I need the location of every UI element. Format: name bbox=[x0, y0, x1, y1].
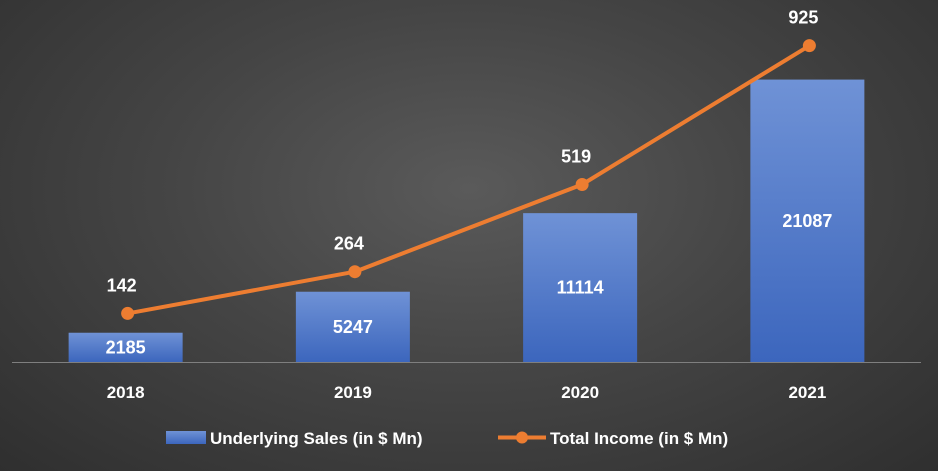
x-tick-label-2021: 2021 bbox=[788, 383, 826, 402]
x-tick-label-2019: 2019 bbox=[334, 383, 372, 402]
legend-swatch-income-marker bbox=[516, 431, 528, 444]
income-point-2018 bbox=[121, 306, 135, 320]
legend-swatch-sales bbox=[166, 431, 206, 444]
income-point-2021 bbox=[802, 39, 816, 53]
bar-2021 bbox=[750, 79, 865, 363]
x-tick-label-2018: 2018 bbox=[107, 383, 145, 402]
bar-value-label-2021: 21087 bbox=[782, 211, 832, 231]
income-value-label-2019: 264 bbox=[334, 234, 364, 254]
bar-value-label-2018: 2185 bbox=[106, 337, 146, 357]
legend-label-sales: Underlying Sales (in $ Mn) bbox=[210, 429, 423, 448]
bars-layer: 2185 5247 11114 21087 bbox=[68, 79, 865, 363]
x-tick-label-2020: 2020 bbox=[561, 383, 599, 402]
bar-value-label-2020: 11114 bbox=[557, 278, 604, 298]
bar-value-label-2019: 5247 bbox=[333, 317, 373, 337]
x-tick-labels: 2018 2019 2020 2021 bbox=[107, 383, 827, 402]
income-point-2020 bbox=[575, 178, 589, 192]
income-value-label-2020: 519 bbox=[561, 147, 591, 167]
income-line bbox=[127, 43, 811, 316]
income-value-label-2018: 142 bbox=[107, 275, 137, 295]
bar-2020 bbox=[523, 213, 638, 362]
bar-2018 bbox=[68, 332, 183, 362]
income-line-layer: 142 264 519 925 bbox=[107, 8, 818, 320]
income-value-label-2021: 925 bbox=[788, 8, 818, 28]
bar-2019 bbox=[295, 291, 410, 362]
legend-label-income: Total Income (in $ Mn) bbox=[550, 429, 728, 448]
legend: Underlying Sales (in $ Mn) Total Income … bbox=[166, 429, 728, 448]
income-point-2019 bbox=[348, 265, 362, 279]
